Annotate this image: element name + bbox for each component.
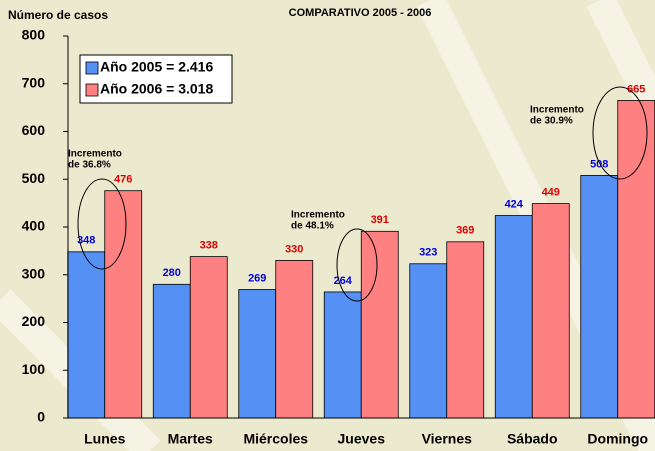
value-label: 269: [248, 272, 266, 284]
legend-swatch: [85, 83, 99, 97]
annotation: de 30.9%: [530, 116, 573, 127]
bar: [189, 256, 228, 419]
x-tick-label: Martes: [168, 431, 213, 447]
annotation-ellipse: [77, 178, 127, 270]
bar: [531, 203, 570, 419]
annotation: de 48.1%: [291, 221, 334, 232]
value-label: 348: [77, 235, 95, 247]
x-tick-label: Lunes: [84, 431, 125, 447]
x-tick-label: Domingo: [587, 431, 648, 447]
legend-label: Año 2005 = 2.416: [100, 59, 213, 75]
value-label: 449: [542, 187, 560, 199]
y-axis-label: Número de casos: [8, 8, 108, 22]
y-tick-label: 600: [22, 122, 46, 138]
chart-title: COMPARATIVO 2005 - 2006: [289, 7, 432, 19]
legend-label: Año 2006 = 3.018: [100, 81, 213, 97]
x-tick-label: Viernes: [422, 431, 473, 447]
y-tick-label: 300: [22, 265, 46, 281]
value-label: 424: [505, 198, 524, 210]
legend-box: [79, 54, 233, 104]
y-tick-label: 200: [22, 313, 46, 329]
x-tick-label: Miércoles: [243, 431, 308, 447]
bar: [323, 291, 362, 419]
bar: [446, 241, 485, 419]
value-label: 264: [334, 275, 353, 287]
bar: [104, 190, 143, 419]
annotation: de 36.8%: [68, 160, 111, 171]
x-tick-label: Sábado: [507, 431, 558, 447]
bar: [580, 175, 619, 419]
bar: [360, 230, 399, 419]
annotation: Incremento: [530, 105, 584, 116]
bar: [152, 283, 191, 419]
y-tick-label: 700: [22, 74, 46, 90]
value-label: 369: [456, 225, 474, 237]
bar: [67, 251, 106, 419]
annotation-ellipse: [592, 86, 648, 180]
bar: [275, 260, 314, 419]
annotation: Incremento: [291, 210, 345, 221]
value-label: 323: [419, 247, 437, 259]
value-label: 508: [590, 158, 608, 170]
y-tick-label: 400: [22, 218, 46, 234]
bar: [238, 289, 277, 419]
value-label: 665: [627, 83, 645, 95]
legend-swatch: [85, 61, 99, 75]
bar: [494, 215, 533, 419]
value-label: 391: [371, 214, 389, 226]
bar: [617, 100, 655, 419]
value-label: 338: [200, 240, 218, 252]
y-tick-label: 500: [22, 170, 46, 186]
value-label: 476: [114, 174, 132, 186]
annotation-ellipse: [336, 228, 378, 302]
bar: [409, 263, 448, 419]
annotation: Incremento: [68, 149, 122, 160]
value-label: 330: [285, 243, 303, 255]
y-tick-label: 800: [22, 27, 46, 43]
y-tick-label: 0: [37, 409, 45, 425]
y-tick-label: 100: [22, 361, 46, 377]
value-label: 280: [163, 267, 181, 279]
x-tick-label: Jueves: [338, 431, 386, 447]
